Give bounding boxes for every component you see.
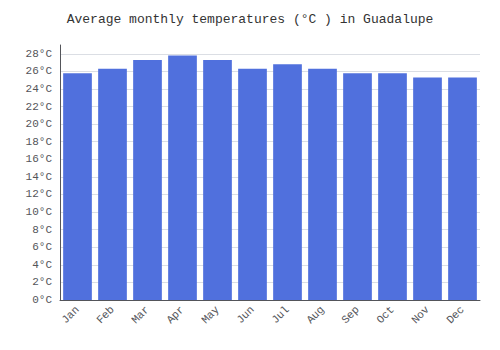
svg-text:Average monthly temperatures (: Average monthly temperatures (°C ) in Gu… (67, 12, 434, 27)
svg-text:May: May (199, 303, 222, 326)
svg-text:Feb: Feb (94, 304, 116, 326)
svg-text:10°C: 10°C (26, 206, 53, 218)
svg-text:Oct: Oct (374, 304, 396, 326)
svg-text:20°C: 20°C (26, 118, 53, 130)
svg-text:Jan: Jan (59, 304, 81, 326)
svg-text:Sep: Sep (339, 304, 361, 326)
svg-text:Nov: Nov (409, 303, 432, 326)
svg-text:Apr: Apr (164, 304, 186, 326)
svg-text:Aug: Aug (304, 304, 326, 326)
svg-text:Dec: Dec (444, 304, 466, 326)
svg-text:28°C: 28°C (26, 48, 53, 60)
svg-text:6°C: 6°C (32, 241, 52, 253)
svg-text:8°C: 8°C (32, 224, 52, 236)
svg-text:22°C: 22°C (26, 101, 53, 113)
svg-text:Jul: Jul (269, 304, 291, 326)
svg-text:16°C: 16°C (26, 153, 53, 165)
svg-text:18°C: 18°C (26, 136, 53, 148)
svg-text:12°C: 12°C (26, 188, 53, 200)
svg-text:Jun: Jun (234, 304, 256, 326)
svg-text:4°C: 4°C (32, 259, 52, 271)
svg-text:Mar: Mar (129, 304, 151, 326)
svg-text:0°C: 0°C (32, 294, 52, 306)
svg-text:2°C: 2°C (32, 276, 52, 288)
svg-text:14°C: 14°C (26, 171, 53, 183)
svg-text:26°C: 26°C (26, 65, 53, 77)
svg-text:24°C: 24°C (26, 83, 53, 95)
